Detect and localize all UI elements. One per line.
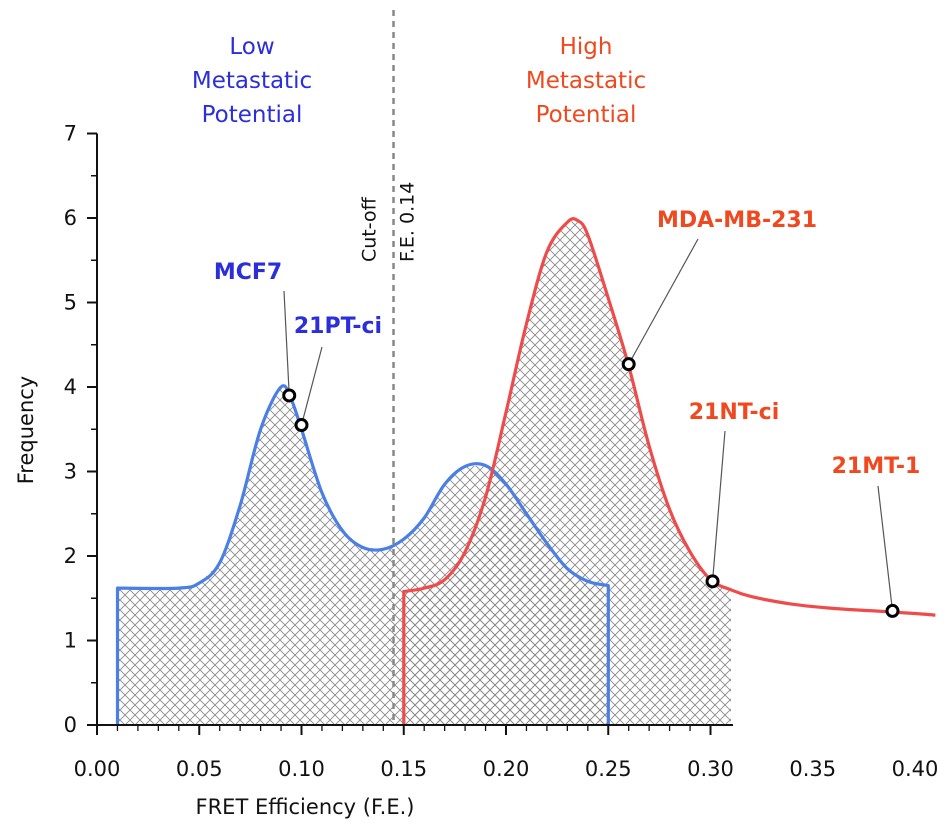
x-axis-title: FRET Efficiency (F.E.) xyxy=(196,795,415,819)
cutoff-marker: Cut-off F.E. 0.14 xyxy=(359,10,419,725)
y-tick-label: 2 xyxy=(64,544,77,568)
region-label-line: Low xyxy=(229,34,274,60)
y-tick-label: 1 xyxy=(64,629,77,653)
hatch-fill-high xyxy=(403,220,731,725)
data-point xyxy=(621,357,636,372)
region-labels: Low Metastatic Potential High Metastatic Pote… xyxy=(192,34,646,128)
data-point xyxy=(294,418,309,433)
data-point xyxy=(885,603,900,618)
region-label-line: Metastatic xyxy=(526,68,646,94)
region-label-line: Potential xyxy=(536,102,637,128)
y-tick-label: 6 xyxy=(64,206,77,230)
y-axis-title: Frequency xyxy=(14,376,38,485)
axes: 0 1 2 3 4 5 6 7 0.00 0.05 0.10 0.15 0.20 0.25 0.30 0.35… xyxy=(64,122,939,782)
cutoff-label-line: F.E. 0.14 xyxy=(397,182,419,262)
point-label: 21MT-1 xyxy=(832,454,921,479)
leader-line xyxy=(877,485,894,611)
y-tick-label: 4 xyxy=(64,375,77,399)
x-tick-label: 0.35 xyxy=(789,757,836,781)
x-tick-label: 0.20 xyxy=(483,757,530,781)
point-label: 21NT-ci xyxy=(689,400,780,425)
region-label-line: Metastatic xyxy=(192,68,312,94)
y-tick-label: 3 xyxy=(64,460,77,484)
data-points: MCF7 21PT-ci MDA-MB-231 21NT-ci 21MT-1 xyxy=(214,208,921,618)
point-label: MCF7 xyxy=(214,260,282,285)
point-label: 21PT-ci xyxy=(294,314,382,339)
leader-line xyxy=(300,346,323,426)
distribution-curves xyxy=(115,217,936,725)
curve-low xyxy=(115,384,610,725)
x-tick-label: 0.10 xyxy=(278,757,325,781)
data-point xyxy=(705,574,720,589)
x-tick-label: 0.25 xyxy=(585,757,632,781)
region-label-line: High xyxy=(560,34,613,60)
cutoff-label-line: Cut-off xyxy=(359,196,381,262)
x-tick-label: 0.05 xyxy=(176,757,223,781)
y-tick-label: 0 xyxy=(64,713,77,737)
hatched-area xyxy=(117,220,731,725)
leader-line xyxy=(711,430,726,582)
leader-line xyxy=(628,238,699,365)
point-label: MDA-MB-231 xyxy=(657,208,817,233)
region-label-line: Potential xyxy=(202,102,303,128)
x-tick-label: 0.15 xyxy=(380,757,427,781)
leader-line xyxy=(283,290,290,396)
y-tick-label: 7 xyxy=(64,122,77,146)
x-tick-label: 0.30 xyxy=(687,757,734,781)
x-tick-label: 0.00 xyxy=(74,757,121,781)
x-tick-label: 0.40 xyxy=(892,757,939,781)
data-point xyxy=(282,388,297,403)
curve-high xyxy=(402,217,936,725)
y-tick-label: 5 xyxy=(64,291,77,315)
